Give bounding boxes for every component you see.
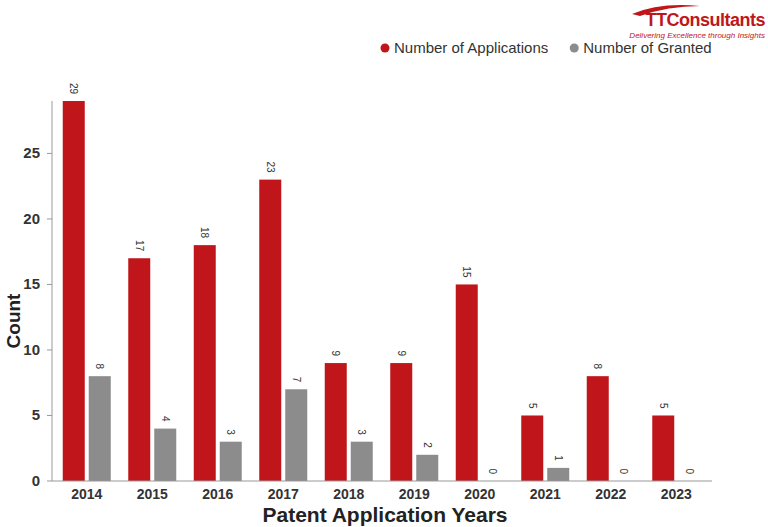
logo-tagline: Delivering Excellence through Insights — [629, 31, 765, 40]
bar — [521, 415, 543, 481]
data-label: 2 — [422, 442, 433, 448]
data-label: 9 — [396, 351, 407, 357]
x-tick-label: 2023 — [661, 486, 692, 502]
bar — [259, 180, 281, 481]
y-tick-label: 25 — [23, 144, 40, 161]
bar — [220, 442, 242, 481]
bar — [456, 284, 478, 481]
bar — [325, 363, 347, 481]
y-tick — [47, 284, 52, 285]
bar — [63, 101, 85, 481]
data-label: 3 — [225, 429, 236, 435]
data-label: 17 — [134, 240, 145, 252]
bar — [285, 389, 307, 481]
y-tick-label: 10 — [23, 341, 40, 358]
bar — [390, 363, 412, 481]
x-tick-label: 2015 — [137, 486, 168, 502]
y-tick — [47, 415, 52, 416]
bar — [547, 468, 569, 481]
data-label: 8 — [94, 364, 105, 370]
bar — [652, 415, 674, 481]
data-label: 8 — [592, 364, 603, 370]
x-tick-label: 2022 — [595, 486, 626, 502]
bar — [89, 376, 111, 481]
bar — [128, 258, 150, 481]
data-label: 18 — [199, 227, 210, 239]
y-axis-line — [52, 101, 53, 481]
y-tick — [47, 481, 52, 482]
bars — [63, 101, 675, 481]
legend: Number of Applications Number of Granted — [381, 39, 712, 56]
data-label: 9 — [330, 351, 341, 357]
data-label: 1 — [553, 455, 564, 461]
x-axis-title: Patent Application Years — [262, 503, 507, 526]
x-tick-label: 2019 — [399, 486, 430, 502]
data-label: 23 — [265, 161, 276, 173]
bar — [351, 442, 373, 481]
data-label: 15 — [461, 266, 472, 278]
logo: TTConsultantsDelivering Excellence throu… — [629, 5, 765, 40]
x-axis-line — [52, 481, 712, 482]
y-tick — [47, 218, 52, 219]
y-tick — [47, 349, 52, 350]
y-tick-label: 20 — [23, 210, 40, 227]
x-tick-label: 2017 — [268, 486, 299, 502]
legend-label: Number of Granted — [583, 39, 711, 56]
data-label: 0 — [618, 468, 629, 474]
data-label: 5 — [527, 403, 538, 409]
x-tick-label: 2021 — [530, 486, 561, 502]
y-tick-label: 5 — [32, 406, 40, 423]
data-label: 29 — [68, 83, 79, 95]
x-tick-label: 2014 — [71, 486, 102, 502]
legend-swatch — [381, 44, 390, 53]
bar — [587, 376, 609, 481]
logo-name: TTConsultants — [646, 10, 766, 30]
data-label: 4 — [160, 416, 171, 422]
x-tick-label: 2020 — [464, 486, 495, 502]
x-tick-label: 2016 — [202, 486, 233, 502]
bar — [416, 455, 438, 481]
data-label: 0 — [487, 468, 498, 474]
y-tick — [47, 153, 52, 154]
data-label: 0 — [684, 468, 695, 474]
x-tick-label: 2018 — [333, 486, 364, 502]
y-axis-title: Count — [3, 293, 24, 349]
bar — [194, 245, 216, 481]
chart: 0510152025201420152016201720182019202020… — [0, 0, 768, 527]
data-label: 5 — [658, 403, 669, 409]
bar — [154, 429, 176, 481]
y-tick-label: 15 — [23, 275, 40, 292]
legend-label: Number of Applications — [394, 39, 548, 56]
y-tick-label: 0 — [32, 472, 40, 489]
data-label: 3 — [356, 429, 367, 435]
legend-swatch — [570, 44, 579, 53]
data-label: 7 — [291, 377, 302, 383]
